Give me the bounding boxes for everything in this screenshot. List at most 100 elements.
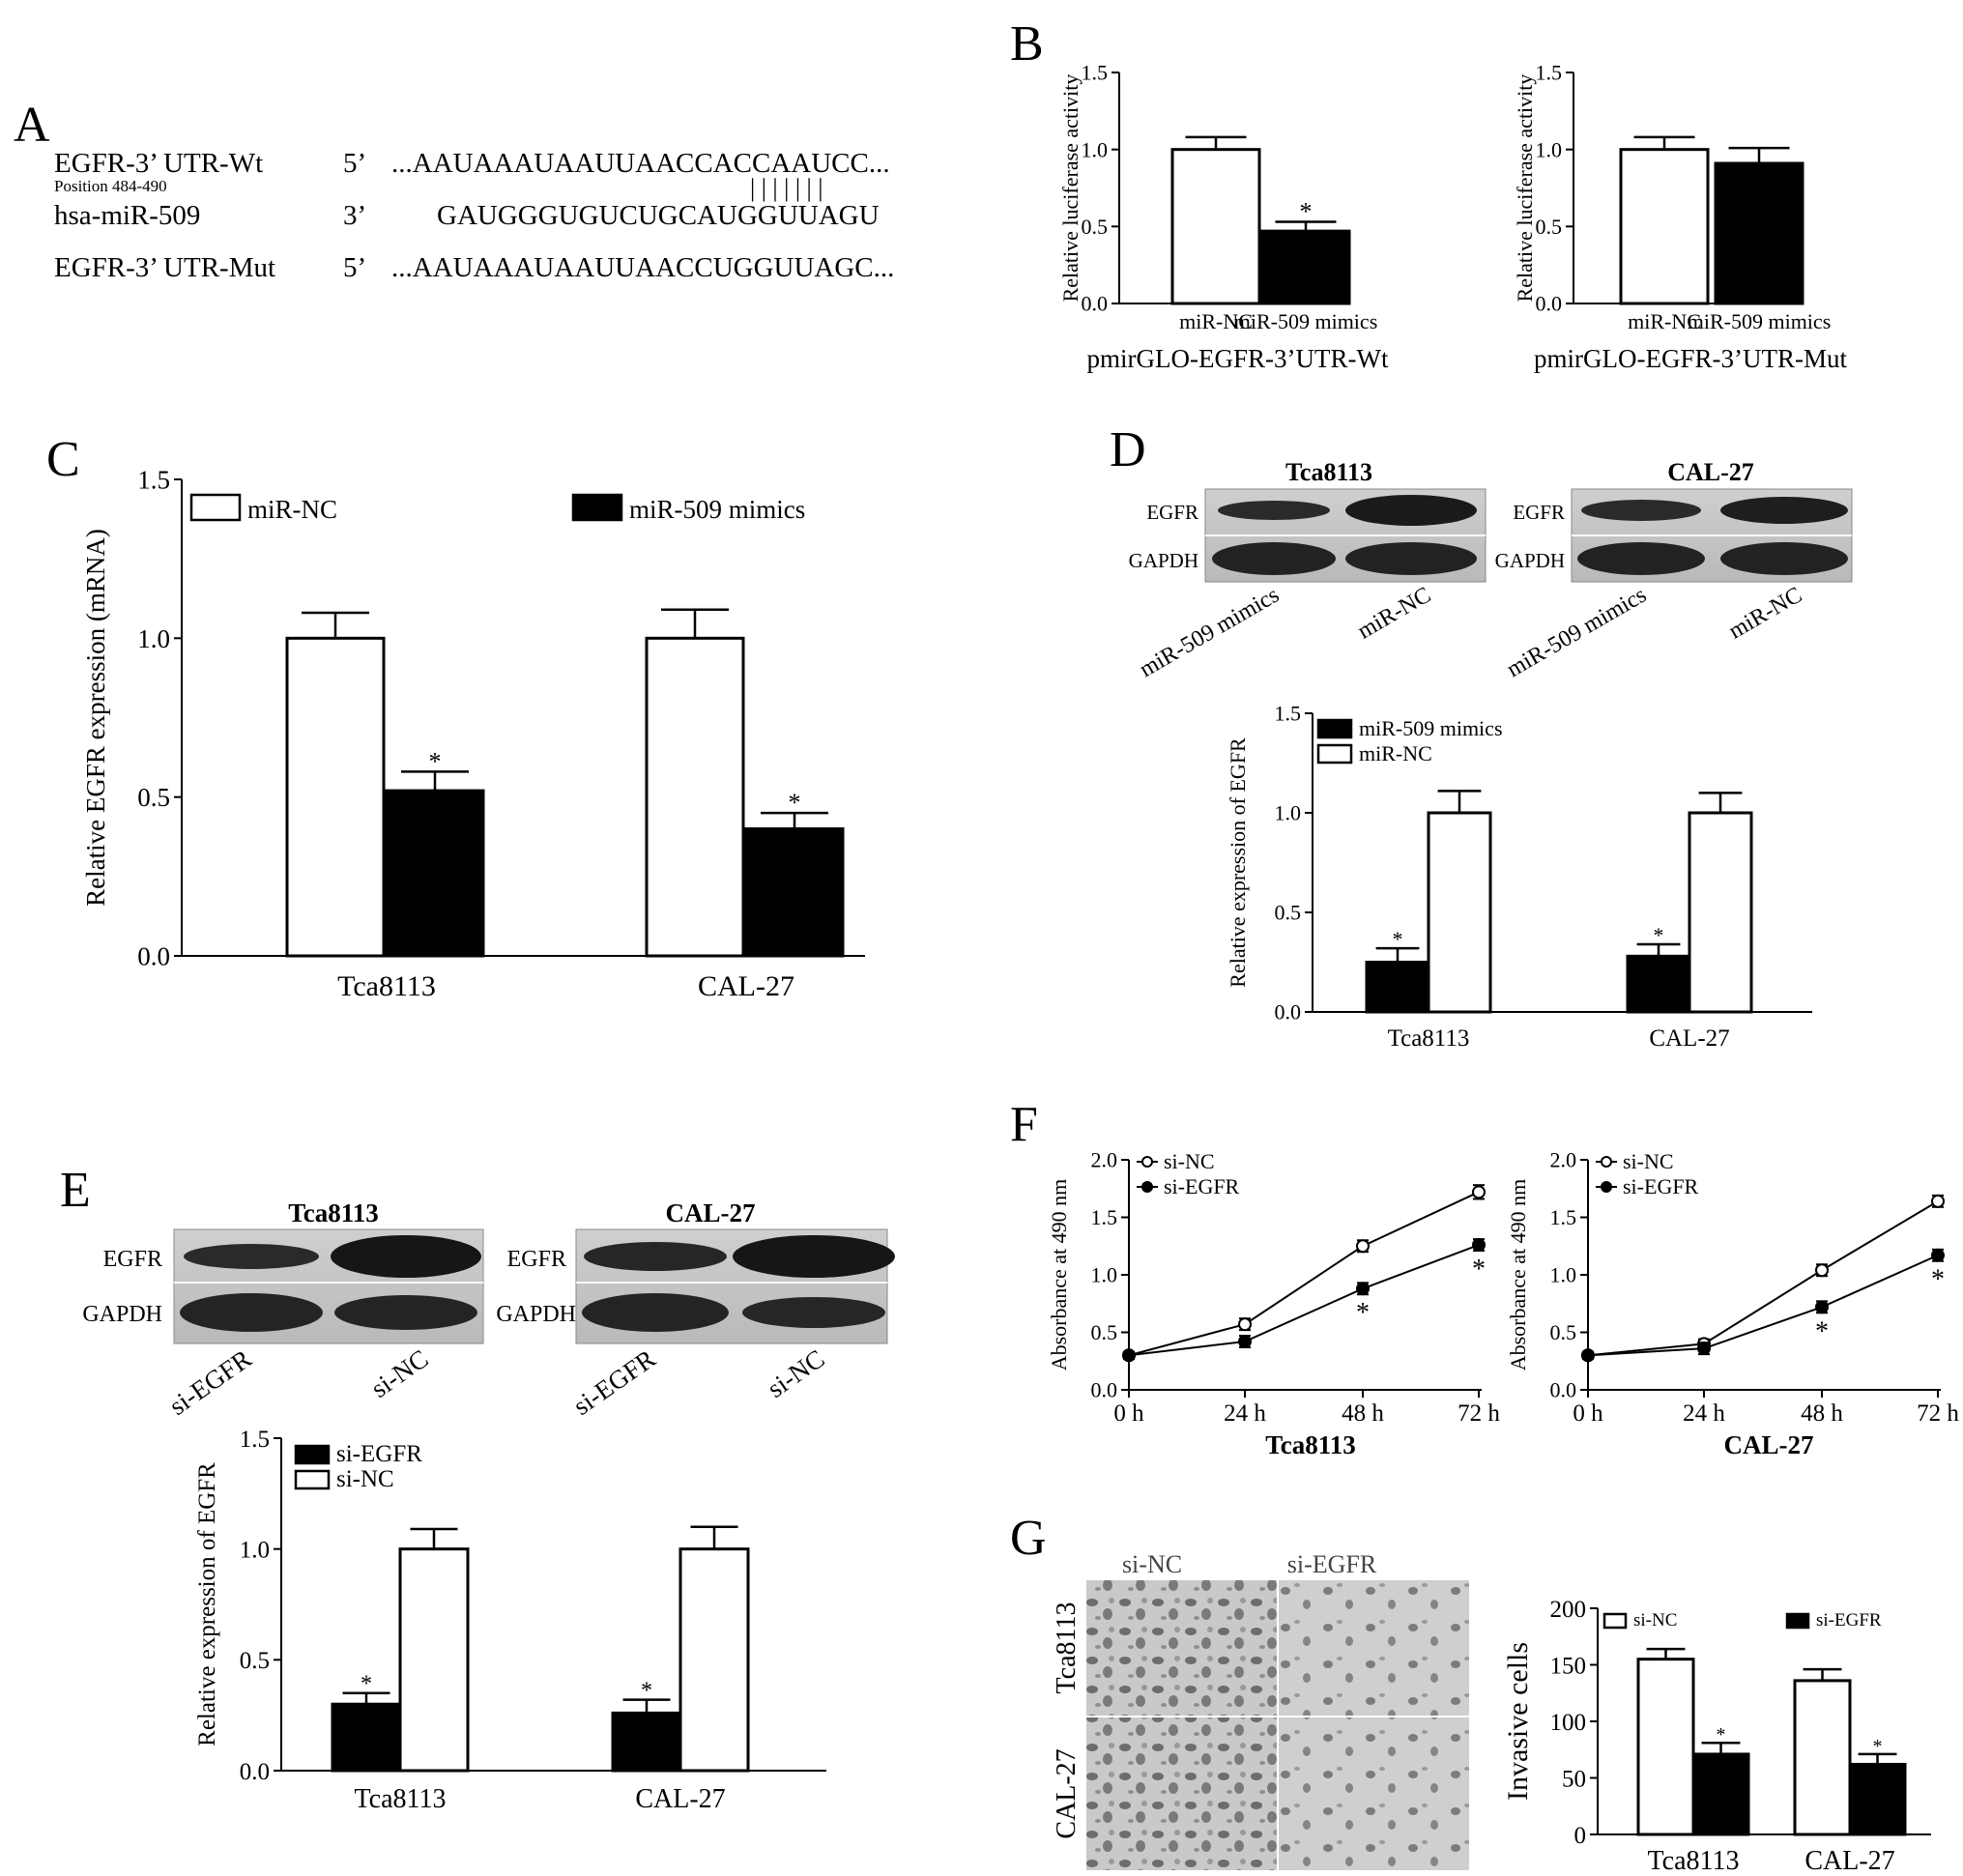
micrograph-row-label: CAL-27 (1052, 1748, 1082, 1838)
band-gapdh-lane2 (334, 1295, 477, 1330)
blot-lane-label: miR-509 mimics (1136, 583, 1284, 683)
chart-title: CAL-27 (1724, 1430, 1814, 1459)
y-axis-label: Relative luciferase activity (1513, 74, 1537, 303)
data-point (1815, 1263, 1829, 1278)
significance-mark: * (641, 1679, 652, 1704)
panel-letter-g: G (1010, 1511, 1047, 1566)
significance-mark: * (1815, 1316, 1829, 1346)
x-tick-label: Tca8113 (1388, 1025, 1470, 1052)
y-axis-label: Absorbance at 490 nm (1506, 1179, 1530, 1371)
y-tick-label: 0.5 (1550, 1320, 1577, 1344)
blot-lane-label: si-NC (365, 1343, 433, 1403)
significance-mark: * (429, 747, 442, 775)
legend-label: si-EGFR (1164, 1174, 1240, 1198)
x-axis-label: pmirGLO-EGFR-3’UTR-Wt (1087, 344, 1389, 373)
x-tick-label: Tca8113 (1648, 1846, 1740, 1876)
x-tick-label: 48 h (1801, 1400, 1843, 1427)
band-egfr-lane2 (733, 1235, 895, 1278)
x-tick-label: CAL-27 (1649, 1025, 1729, 1052)
y-axis-label: Relative expression of EGFR (1226, 737, 1250, 988)
x-axis-label: pmirGLO-EGFR-3’UTR-Mut (1534, 344, 1847, 373)
bar (1848, 1762, 1907, 1836)
y-tick-label: 0.5 (1091, 1320, 1118, 1344)
bar (1170, 148, 1261, 305)
legend-swatch (1785, 1612, 1810, 1630)
y-tick-label: 0.0 (1091, 1378, 1118, 1402)
band-gapdh-lane2 (742, 1297, 885, 1328)
data-point (1931, 1248, 1945, 1262)
legend-label: si-NC (1164, 1149, 1215, 1173)
x-tick-label: 72 h (1458, 1400, 1500, 1427)
legend-label: si-NC (1633, 1610, 1677, 1631)
chart-d: 0.0 0.5 1.0 1.5 Relative expression of EGFR *… (1226, 702, 1812, 1052)
data-point (1697, 1342, 1711, 1356)
significance-mark: * (1717, 1724, 1726, 1746)
y-tick-label: 0.5 (1082, 215, 1109, 239)
blot-row-label-egfr: EGFR (1513, 501, 1565, 524)
significance-mark: * (1654, 923, 1664, 947)
seq-label-mut: EGFR-3’ UTR-Mut (54, 252, 275, 283)
x-tick-label: Tca8113 (355, 1784, 447, 1814)
y-tick-label: 0 (1574, 1823, 1587, 1849)
y-tick-label: 0.5 (1536, 215, 1563, 239)
seq-wt: ...AAUAAAUAAUUAACCACCAAUCC... (391, 148, 890, 179)
bar (385, 789, 485, 958)
x-tick-label: 48 h (1342, 1400, 1384, 1427)
y-tick-label: 150 (1550, 1653, 1587, 1679)
legend-marker (1141, 1156, 1153, 1168)
blot-lane-label: miR-NC (1353, 583, 1435, 645)
legend-label: si-NC (336, 1466, 394, 1492)
blot-d-cal27: CAL-27 EGFR GAPDH miR-509 mimics miR-NC (1495, 458, 1853, 682)
band-gapdh-lane1 (180, 1293, 323, 1332)
band-gapdh-lane2 (1345, 542, 1477, 575)
legend-swatch (294, 1444, 331, 1465)
seq-mir: GAUGGGUGUCUGCAUGGUUAGU (437, 200, 880, 231)
legend-label: si-EGFR (1623, 1174, 1699, 1198)
chart-g: 0 50 100 150 200 Invasive cells * Tca8113 * CAL-2… (1502, 1597, 1931, 1876)
significance-mark: * (1873, 1736, 1883, 1757)
y-tick-label: 0.0 (1550, 1378, 1577, 1402)
chart-f2: 0.0 0.5 1.0 1.5 2.0 Absorbance at 490 nm 0 h 24… (1506, 1148, 1959, 1459)
y-tick-label: 1.0 (1536, 137, 1563, 161)
y-tick-label: 50 (1562, 1766, 1586, 1792)
blot-title: Tca8113 (288, 1198, 379, 1227)
x-tick-label: CAL-27 (698, 970, 794, 1002)
y-axis-label: Relative expression of EGFR (194, 1462, 220, 1746)
band-gapdh-lane2 (1720, 542, 1848, 575)
x-tick-label: miR-509 mimics (1234, 309, 1378, 333)
y-tick-label: 0.5 (240, 1648, 270, 1674)
bar (1260, 229, 1351, 305)
y-axis-label: Invasive cells (1502, 1642, 1534, 1801)
bar (331, 1702, 402, 1773)
legend-swatch (1316, 718, 1353, 739)
legend-swatch (189, 493, 242, 522)
micrograph-row-label: Tca8113 (1052, 1602, 1082, 1694)
data-point (1356, 1239, 1370, 1254)
blot-lane-label: miR-NC (1724, 583, 1806, 645)
y-tick-label: 0.0 (137, 941, 170, 970)
y-tick-label: 0.0 (1275, 1000, 1302, 1025)
band-egfr-lane1 (184, 1244, 319, 1269)
y-tick-label: 1.0 (1091, 1263, 1118, 1287)
y-tick-label: 1.5 (1082, 61, 1109, 85)
data-point (1238, 1335, 1252, 1349)
bar (1691, 1752, 1750, 1836)
x-tick-label: Tca8113 (337, 970, 436, 1002)
blot-lane-label: si-NC (762, 1343, 829, 1403)
band-gapdh-lane1 (1212, 542, 1336, 575)
series-line (1128, 1191, 1480, 1357)
data-point (1931, 1194, 1945, 1208)
micrograph-cal27-si-egfr (1279, 1717, 1469, 1870)
legend-label: si-NC (1623, 1149, 1674, 1173)
seq-label-mir: hsa-miR-509 (54, 200, 200, 231)
panel-letter-d: D (1110, 422, 1146, 477)
chart-f1: 0.0 0.5 1.0 1.5 2.0 Absorbance at 490 nm 0 h 24… (1047, 1148, 1500, 1459)
band-gapdh-lane1 (1577, 542, 1705, 575)
data-point (1238, 1317, 1252, 1332)
micrograph-col-label: si-EGFR (1287, 1550, 1377, 1578)
y-axis-label: Relative EGFR expression (mRNA) (81, 529, 110, 907)
bar (1688, 811, 1753, 1014)
series-line (1587, 1199, 1939, 1357)
significance-mark: * (361, 1672, 372, 1697)
